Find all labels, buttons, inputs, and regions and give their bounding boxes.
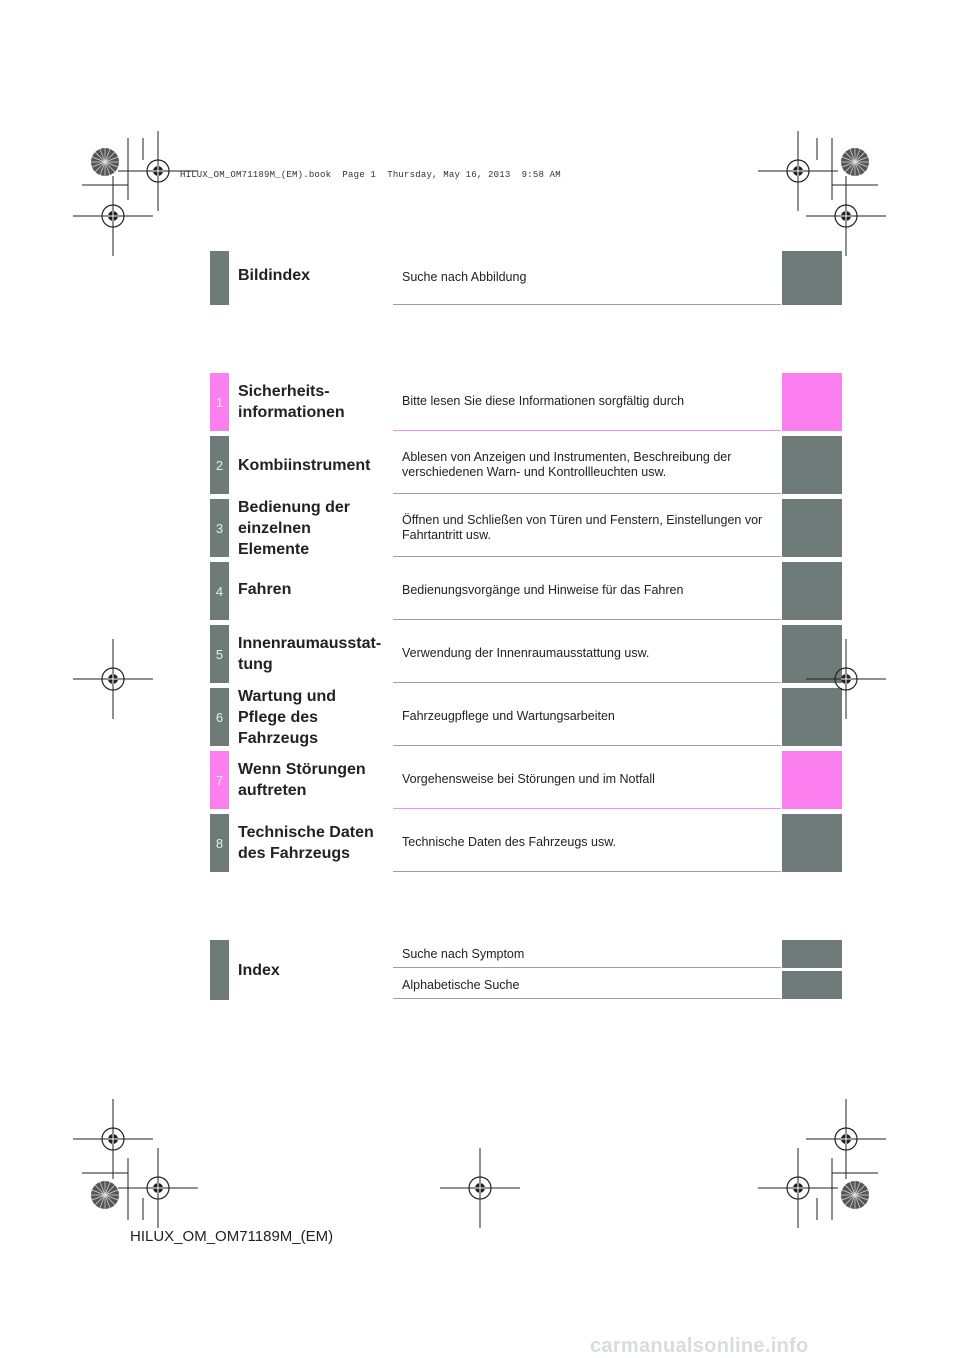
- watermark-text: carmanualsonline.info: [590, 1335, 809, 1357]
- section-row-5[interactable]: 5 Innenraumausstat- tung Verwendung der …: [210, 625, 842, 683]
- section-row-3[interactable]: 3 Bedienung der einzelnen Elemente Öffne…: [210, 498, 842, 558]
- registration-mark-icon: [72, 1098, 154, 1180]
- print-header: HILUX_OM_OM71189M_(EM).book Page 1 Thurs…: [180, 170, 561, 180]
- section-row-4[interactable]: 4 Fahren Bedienungsvorgänge und Hinweise…: [210, 562, 842, 620]
- section-title: Wartung und Pflege des Fahrzeugs: [238, 687, 337, 747]
- section-side-tab: [782, 436, 842, 494]
- section-side-tab: [782, 688, 842, 746]
- color-wheel-icon: [840, 1180, 870, 1210]
- index-item-symptom[interactable]: Suche nach Symptom: [393, 940, 781, 968]
- bildindex-side-tab: [782, 251, 842, 305]
- section-side-tab: [782, 751, 842, 809]
- document-code: HILUX_OM_OM71189M_(EM): [130, 1228, 334, 1245]
- color-wheel-icon: [840, 147, 870, 177]
- registration-mark-icon: [757, 1147, 839, 1229]
- section-side-tab: [782, 814, 842, 872]
- section-side-tab: [782, 562, 842, 620]
- section-row-8[interactable]: 8 Technische Daten des Fahrzeugs Technis…: [210, 814, 842, 872]
- registration-mark-icon: [72, 175, 154, 257]
- bildindex-tab: [210, 251, 229, 305]
- section-number: 1: [210, 373, 229, 431]
- section-side-tab: [782, 625, 842, 683]
- registration-mark-icon: [805, 1098, 887, 1180]
- section-title: Sicherheits- informationen: [238, 383, 345, 421]
- section-title: Kombiinstrument: [238, 456, 371, 474]
- section-row-6[interactable]: 6 Wartung und Pflege des Fahrzeugs Fahrz…: [210, 687, 842, 747]
- registration-mark-icon: [805, 175, 887, 257]
- section-number: 4: [210, 562, 229, 620]
- section-title: Bedienung der einzelnen Elemente: [238, 498, 351, 558]
- section-title: Innenraumausstat- tung: [238, 635, 382, 673]
- index-side-tab: [782, 971, 842, 999]
- section-row-2[interactable]: 2 Kombiinstrument Ablesen von Anzeigen u…: [210, 436, 842, 494]
- registration-mark-icon: [117, 1147, 199, 1229]
- section-title: Fahren: [238, 581, 292, 598]
- index-title: Index: [238, 961, 280, 979]
- bildindex-title: Bildindex: [238, 267, 311, 284]
- section-desc: Öffnen und Schließen von Türen und Fenst…: [393, 499, 781, 557]
- section-desc: Vorgehensweise bei Störungen und im Notf…: [393, 751, 781, 809]
- section-number: 8: [210, 814, 229, 872]
- color-wheel-icon: [90, 147, 120, 177]
- index-tab: [210, 940, 229, 1000]
- section-desc: Ablesen von Anzeigen und Instrumenten, B…: [393, 436, 781, 494]
- section-number: 7: [210, 751, 229, 809]
- section-desc: Verwendung der Innenraumausstattung usw.: [393, 625, 781, 683]
- section-desc: Technische Daten des Fahrzeugs usw.: [393, 814, 781, 872]
- section-number: 5: [210, 625, 229, 683]
- section-title: Wenn Störungen auftreten: [238, 761, 366, 799]
- section-number: 3: [210, 499, 229, 557]
- section-row-1[interactable]: 1 Sicherheits- informationen Bitte lesen…: [210, 373, 842, 431]
- section-side-tab: [782, 373, 842, 431]
- index-row: Index Suche nach Symptom Alphabetische S…: [210, 940, 842, 1000]
- index-item-alphabetical[interactable]: Alphabetische Suche: [393, 971, 781, 999]
- registration-mark-icon: [439, 1147, 521, 1229]
- section-number: 6: [210, 688, 229, 746]
- index-side-tab: [782, 940, 842, 968]
- bildindex-desc: Suche nach Abbildung: [393, 251, 781, 305]
- color-wheel-icon: [90, 1180, 120, 1210]
- section-number: 2: [210, 436, 229, 494]
- section-title: Technische Daten des Fahrzeugs: [238, 824, 374, 862]
- registration-mark-icon: [757, 130, 839, 212]
- section-desc: Bitte lesen Sie diese Informationen sorg…: [393, 373, 781, 431]
- section-desc: Bedienungsvorgänge und Hinweise für das …: [393, 562, 781, 620]
- section-side-tab: [782, 499, 842, 557]
- section-row-7[interactable]: 7 Wenn Störungen auftreten Vorgehensweis…: [210, 751, 842, 809]
- section-desc: Fahrzeugpflege und Wartungsarbeiten: [393, 688, 781, 746]
- bildindex-row[interactable]: Bildindex Suche nach Abbildung: [210, 251, 842, 305]
- registration-mark-icon: [72, 638, 154, 720]
